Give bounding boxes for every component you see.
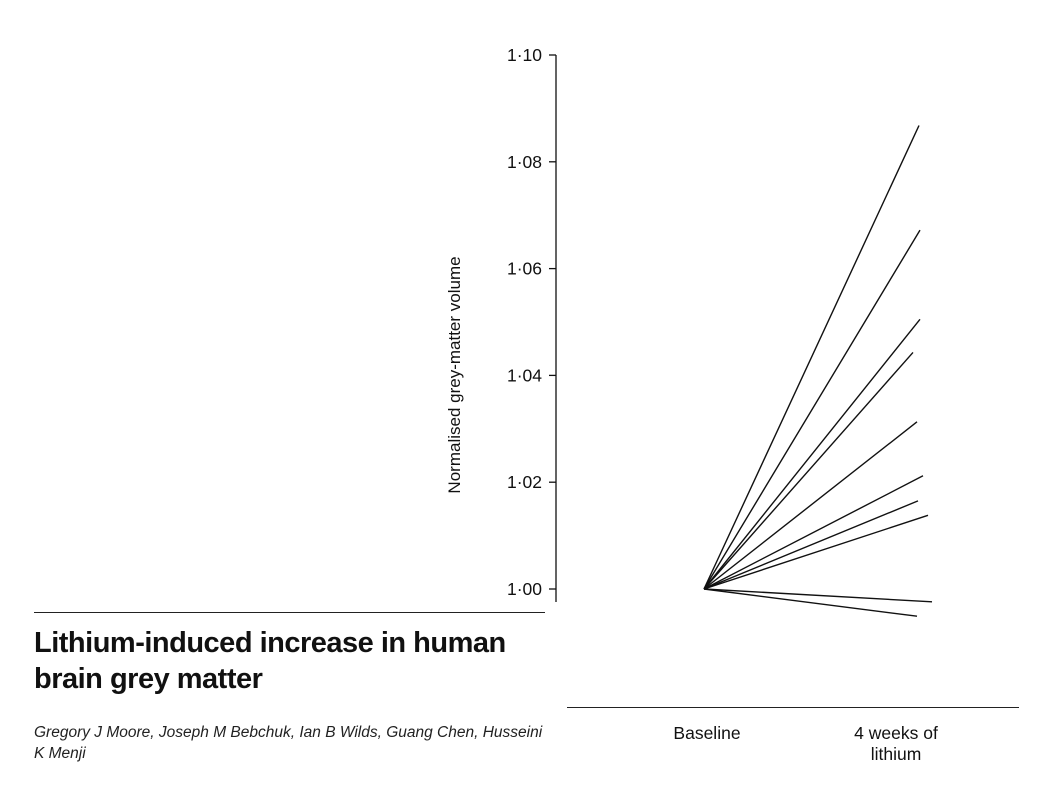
series-line-4	[703, 351, 914, 590]
y-axis: 1·00 1·02 1·04 1·06 1·08 1·10	[507, 45, 557, 602]
y-tick-label: 1·06	[507, 259, 542, 279]
series-line-2	[703, 229, 921, 590]
x-category-label-baseline: Baseline	[673, 723, 741, 743]
y-axis-label: Normalised grey-matter volume	[445, 256, 464, 494]
series-line-8	[703, 514, 929, 590]
paper-title: Lithium-induced increase in human brain …	[34, 627, 506, 695]
y-tick-label: 1·10	[507, 45, 542, 65]
series-lines	[703, 125, 933, 617]
x-axis-rule	[567, 707, 1019, 708]
title-rule	[34, 612, 545, 613]
y-tick-label: 1·02	[507, 472, 542, 492]
series-line-9	[703, 588, 933, 603]
series-line-6	[703, 475, 924, 590]
series-line-10	[703, 588, 918, 617]
paper-authors: Gregory J Moore, Joseph M Bebchuk, Ian B…	[34, 724, 543, 762]
x-category-label-4-weeks: 4 weeks of lithium	[854, 723, 938, 764]
series-line-5	[703, 421, 918, 590]
y-tick-label: 1·00	[507, 579, 542, 599]
y-tick-label: 1·08	[507, 152, 542, 172]
series-line-3	[703, 318, 921, 590]
series-line-7	[703, 500, 919, 590]
y-tick-label: 1·04	[507, 365, 542, 385]
series-line-1	[703, 125, 920, 590]
